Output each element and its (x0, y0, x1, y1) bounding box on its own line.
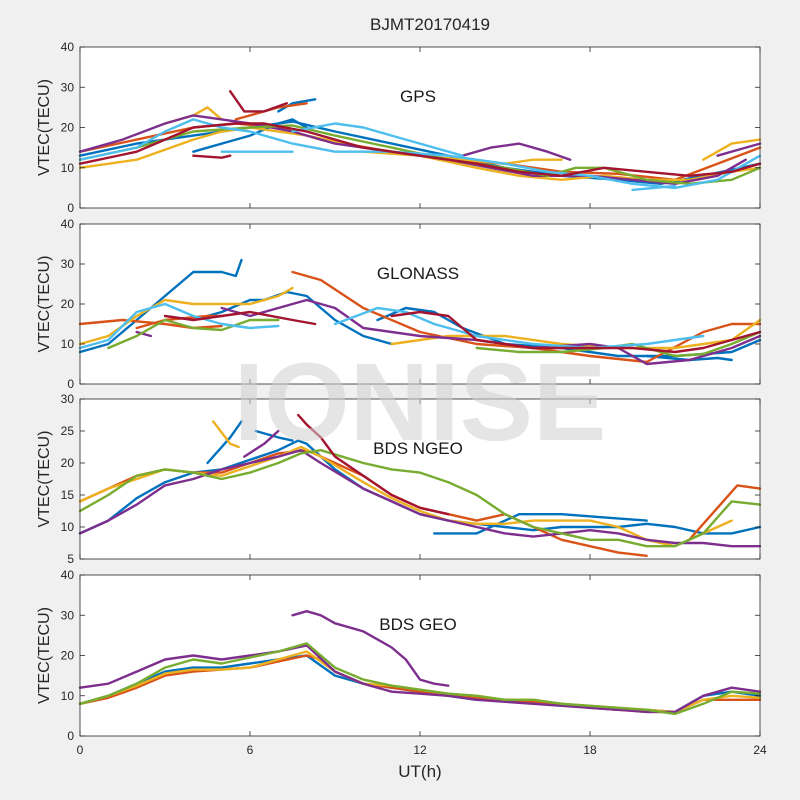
y-axis-label: VTEC(TECU) (36, 607, 53, 704)
x-tick-label: 6 (247, 743, 254, 757)
series-line-13 (78, 302, 280, 350)
series-line-11 (107, 318, 280, 350)
series-line-5 (688, 484, 762, 541)
series-line-10 (78, 449, 762, 548)
series-line-9 (243, 429, 280, 458)
series-line-17 (78, 122, 762, 177)
watermark: IONISE (234, 341, 607, 464)
series-line-18 (192, 154, 232, 159)
series-group (78, 90, 762, 192)
x-axis-label: UT(h) (398, 762, 441, 781)
series-line-4 (291, 610, 450, 687)
figure-title: BJMT20170419 (370, 15, 490, 34)
series-line-8 (78, 449, 762, 548)
y-axis-label: VTEC(TECU) (36, 79, 53, 176)
y-tick-label: 20 (61, 297, 75, 311)
y-tick-label: 30 (61, 608, 75, 622)
series-line-11 (297, 413, 450, 516)
series-line-3 (433, 513, 648, 535)
y-tick-label: 10 (61, 520, 75, 534)
series-group (78, 610, 762, 716)
y-tick-label: 0 (67, 377, 74, 391)
y-tick-label: 30 (61, 392, 75, 406)
panel-label: GPS (400, 87, 436, 106)
y-tick-label: 25 (61, 424, 75, 438)
series-line-1 (206, 420, 243, 465)
series-line-9 (135, 330, 152, 338)
series-line-5 (78, 642, 762, 716)
series-line-14 (333, 306, 705, 350)
series-line-0 (78, 258, 243, 354)
series-group (78, 413, 762, 557)
panel-0: 0 10 20 30 40 VTEC(TECU) GPS (36, 40, 762, 215)
series-line-19 (229, 90, 288, 113)
x-tick-label: 24 (753, 743, 767, 757)
panel-label: BDS NGEO (373, 439, 463, 458)
series-group (78, 258, 762, 366)
y-tick-label: 40 (61, 568, 75, 582)
series-line-2 (277, 98, 317, 113)
y-tick-label: 20 (61, 121, 75, 135)
series-line-3 (78, 644, 762, 714)
y-axis-label: VTEC(TECU) (36, 256, 53, 353)
series-line-8 (702, 138, 762, 161)
series-line-8 (390, 318, 762, 350)
y-tick-label: 30 (61, 80, 75, 94)
series-line-10 (461, 142, 572, 161)
x-tick-label: 0 (77, 743, 84, 757)
panel-label: GLONASS (377, 264, 459, 283)
series-line-2 (254, 429, 294, 442)
panels: 0 10 20 30 40 VTEC(TECU) GPS 0 10 20 30 40 VTEC(TECU… (36, 40, 767, 757)
series-line-5 (78, 126, 762, 181)
y-tick-label: 0 (67, 201, 74, 215)
series-line-16 (390, 310, 762, 354)
y-tick-label: 5 (67, 552, 74, 566)
y-tick-label: 40 (61, 40, 75, 54)
series-line-15 (291, 122, 464, 157)
series-line-15 (163, 310, 317, 326)
y-tick-label: 20 (61, 649, 75, 663)
y-tick-label: 10 (61, 689, 75, 703)
series-line-4 (78, 318, 223, 330)
y-tick-label: 10 (61, 161, 75, 175)
y-tick-label: 40 (61, 217, 75, 231)
series-line-16 (631, 184, 677, 192)
y-axis-label: VTEC(TECU) (36, 431, 53, 528)
series-line-11 (716, 142, 762, 157)
panel-3: 0 10 20 30 40 0 6 12 18 24 VTEC(TECU) BDS GEO (36, 568, 767, 757)
x-tick-label: 18 (583, 743, 597, 757)
panel-2: 5 10 15 20 25 30 VTEC(TECU) BDS NGEO (36, 392, 762, 566)
y-tick-label: 0 (67, 729, 74, 743)
y-tick-label: 20 (61, 456, 75, 470)
series-line-7 (212, 420, 240, 449)
panel-1: 0 10 20 30 40 VTEC(TECU) GLONASS (36, 217, 762, 391)
series-line-3 (645, 354, 733, 362)
series-line-0 (78, 120, 762, 185)
y-tick-label: 30 (61, 257, 75, 271)
x-tick-label: 12 (413, 743, 427, 757)
panel-label: BDS GEO (379, 615, 456, 634)
y-tick-label: 15 (61, 488, 75, 502)
y-tick-label: 10 (61, 337, 75, 351)
